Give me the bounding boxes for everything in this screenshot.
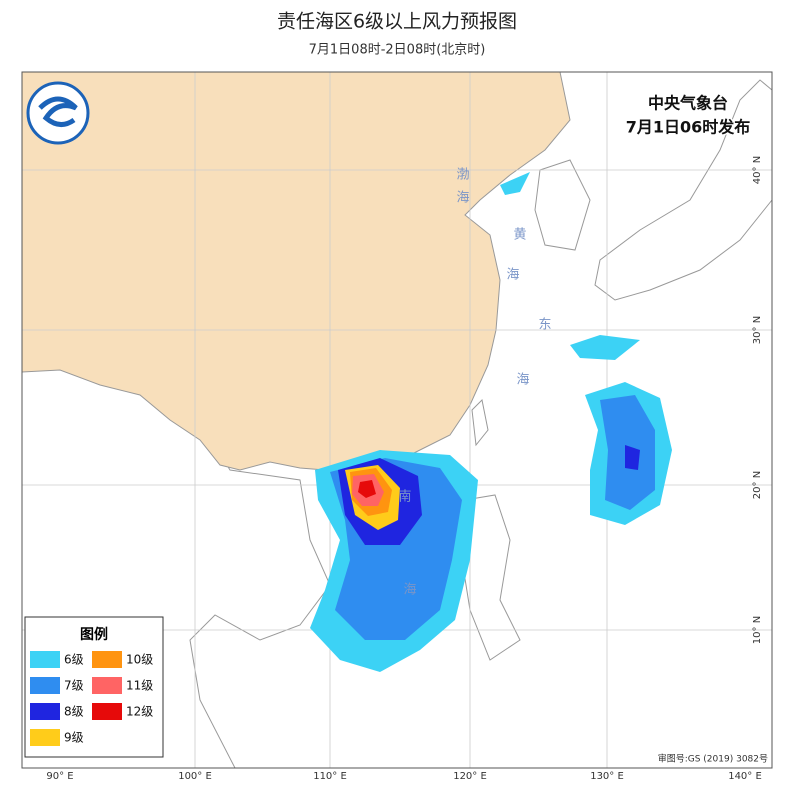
legend-label: 8级 bbox=[64, 705, 84, 719]
latitude-label: 30° N bbox=[752, 316, 763, 344]
longitude-label: 120° E bbox=[453, 771, 487, 782]
longitude-label: 140° E bbox=[728, 771, 762, 782]
logo bbox=[26, 81, 90, 145]
sea-label: 渤 bbox=[456, 167, 469, 183]
sea-label: 东 bbox=[538, 318, 551, 333]
wind-area bbox=[358, 480, 376, 498]
wind-areas bbox=[310, 172, 672, 672]
legend-label: 7级 bbox=[64, 679, 84, 693]
latitude-label: 10° N bbox=[752, 616, 763, 644]
legend-title: 图例 bbox=[80, 626, 108, 643]
sea-label: 海 bbox=[456, 191, 469, 206]
legend-swatch bbox=[92, 677, 122, 694]
sea-label: 黄 bbox=[513, 228, 526, 243]
review-number: 审图号:GS (2019) 3082号 bbox=[658, 753, 768, 765]
logo-mark bbox=[38, 96, 78, 127]
legend-swatch bbox=[30, 651, 60, 668]
legend-label: 10级 bbox=[126, 653, 153, 667]
latitude-label: 20° N bbox=[752, 471, 763, 499]
sea-label: 海 bbox=[403, 583, 416, 598]
legend-swatch bbox=[30, 729, 60, 746]
issue-time: 7月1日06时发布 bbox=[626, 118, 751, 137]
map-title: 责任海区6级以上风力预报图 bbox=[277, 11, 517, 33]
legend-swatch bbox=[30, 677, 60, 694]
legend-swatch bbox=[92, 651, 122, 668]
legend-label: 11级 bbox=[126, 679, 153, 693]
issuer-agency: 中央气象台 bbox=[648, 94, 728, 113]
longitude-label: 100° E bbox=[178, 771, 212, 782]
latitude-label: 40° N bbox=[752, 156, 763, 184]
legend-label: 6级 bbox=[64, 653, 84, 667]
legend-swatch bbox=[30, 703, 60, 720]
sea-label: 南 bbox=[398, 489, 411, 505]
legend-label: 9级 bbox=[64, 731, 84, 745]
sea-label: 海 bbox=[506, 268, 519, 283]
legend-label: 12级 bbox=[126, 705, 153, 719]
wind-area bbox=[570, 335, 640, 360]
longitude-label: 130° E bbox=[590, 771, 624, 782]
longitude-label: 90° E bbox=[46, 771, 73, 782]
wind-area bbox=[625, 445, 640, 470]
map-area bbox=[22, 72, 772, 768]
legend: 图例 6级 7级 8级 9级 10级 11级 12级 bbox=[24, 616, 164, 758]
legend-swatch bbox=[92, 703, 122, 720]
map-subtitle: 7月1日08时-2日08时(北京时) bbox=[309, 43, 486, 58]
wind-area bbox=[500, 172, 530, 195]
sea-label: 海 bbox=[516, 373, 529, 388]
longitude-label: 110° E bbox=[313, 771, 347, 782]
